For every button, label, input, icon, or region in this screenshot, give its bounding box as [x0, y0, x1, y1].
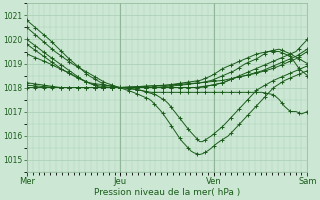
X-axis label: Pression niveau de la mer( hPa ): Pression niveau de la mer( hPa ): [94, 188, 240, 197]
